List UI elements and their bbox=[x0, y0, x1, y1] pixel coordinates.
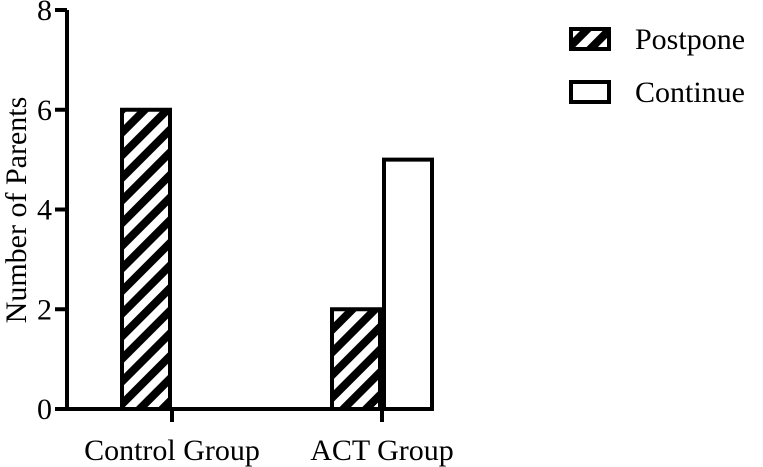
bars bbox=[120, 107, 434, 411]
y-axis-label: Number of Parents bbox=[0, 97, 33, 324]
y-tick-label: 4 bbox=[37, 194, 52, 227]
bar-postpone-0 bbox=[120, 107, 172, 411]
bar-continue-1 bbox=[382, 157, 434, 411]
legend-label-postpone: Postpone bbox=[635, 23, 745, 56]
x-tick-label: ACT Group bbox=[310, 434, 454, 467]
y-axis: 0 2 4 6 8 bbox=[37, 0, 69, 426]
y-tick-label: 0 bbox=[37, 393, 52, 426]
x-tick-label: Control Group bbox=[84, 434, 260, 467]
y-tick-label: 2 bbox=[37, 293, 52, 326]
x-axis: Control Group ACT Group bbox=[65, 407, 454, 467]
legend-label-continue: Continue bbox=[635, 76, 745, 109]
y-tick-label: 8 bbox=[37, 0, 52, 27]
y-tick-label: 6 bbox=[37, 94, 52, 127]
legend-swatch-postpone bbox=[569, 27, 611, 51]
bar-postpone-1 bbox=[330, 307, 382, 411]
legend: Postpone Continue bbox=[569, 23, 745, 109]
legend-swatch-continue bbox=[569, 80, 611, 104]
